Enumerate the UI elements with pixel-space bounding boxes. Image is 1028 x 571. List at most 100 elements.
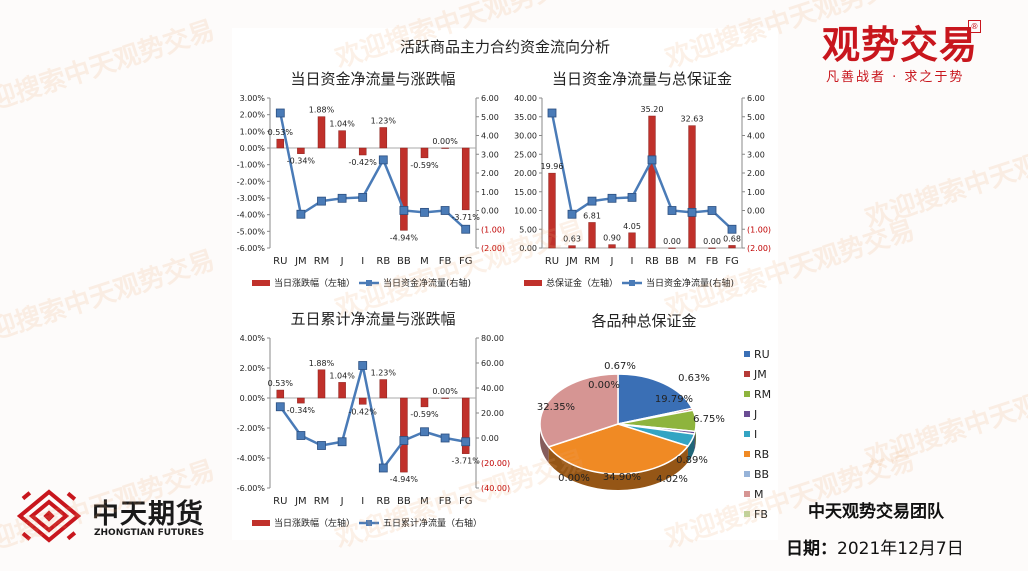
line-point-I	[358, 192, 368, 202]
left-tick-label: 20.00	[514, 169, 537, 178]
chart-title: 五日累计净流量与涨跌幅	[290, 310, 455, 328]
left-tick-label: -2.00%	[237, 424, 266, 433]
right-tick-label: 2.00	[747, 169, 765, 178]
category-label: BB	[397, 496, 411, 507]
line-point-FB	[707, 206, 717, 215]
chart-margin-by-product: 各品种总保证金 19.79% 0.63% 6.75% 0.89% 4.02% 34.90% 0…	[537, 312, 771, 521]
bar-I	[358, 397, 367, 405]
data-label: 1.23%	[371, 117, 397, 126]
right-tick-label: 80.00	[481, 334, 504, 343]
left-tick-label: 2.00%	[240, 364, 266, 373]
pie-side-J	[694, 431, 696, 451]
brand-logo: 观势交易 ® 凡善战者 · 求之于势	[822, 14, 992, 94]
line-point-J	[607, 193, 617, 203]
line-point-JM	[567, 209, 577, 219]
data-label: -0.59%	[410, 161, 439, 170]
brand-slogan: 凡善战者 · 求之于势	[826, 70, 965, 85]
category-label: J	[340, 256, 344, 267]
chart-daily-netflow-margin: 当日资金净流量与总保证金 0.00 5.00 10.00 15.00 20.00 25.00…	[514, 70, 771, 289]
legend-line-marker	[366, 280, 372, 286]
right-tick-label: 60.00	[481, 359, 504, 368]
category-label: JM	[294, 256, 307, 267]
line-point-BB	[667, 206, 677, 215]
category-label: JM	[565, 256, 578, 267]
line-point-BB	[399, 206, 409, 215]
category-label: FB	[706, 256, 719, 267]
data-label: 0.00%	[432, 387, 458, 396]
line-point-J	[337, 437, 347, 447]
legend-line-label: 当日资金净流量(右轴)	[383, 277, 471, 289]
right-tick-label: 3.00	[747, 150, 765, 159]
right-tick-label: 1.00	[747, 188, 765, 197]
line-point-I	[358, 361, 368, 370]
right-tick-label: (20.00)	[481, 459, 510, 468]
right-tick-label: 20.00	[481, 409, 504, 418]
data-label: 0.90	[603, 234, 621, 243]
legend-bar-swatch	[252, 520, 270, 526]
data-label: 0.53%	[268, 379, 294, 388]
pie-slice-M	[539, 373, 619, 448]
data-label: -4.94%	[390, 475, 419, 484]
left-tick-label: 3.00%	[240, 94, 266, 103]
category-label: I	[361, 496, 364, 507]
right-tick-label: 0.00	[481, 434, 499, 443]
pie-label: 32.35%	[537, 402, 575, 413]
bar-JM	[568, 245, 576, 249]
bar-JM	[297, 147, 305, 154]
line-point-RU	[275, 108, 285, 118]
data-label: -0.59%	[410, 410, 439, 419]
bar-RU	[276, 138, 285, 149]
chart-title: 当日资金净流量与涨跌幅	[290, 70, 455, 88]
bar-RU	[276, 389, 285, 399]
left-tick-label: 5.00	[519, 225, 537, 234]
legend-label: RU	[754, 348, 770, 361]
right-tick-label: 3.00	[481, 150, 499, 159]
category-label: I	[631, 256, 634, 267]
data-label: 4.05	[623, 222, 641, 231]
right-tick-label: 2.00	[481, 169, 499, 178]
bar-RM	[317, 116, 326, 149]
bar-BB	[668, 247, 676, 249]
category-label: RM	[584, 256, 600, 267]
legend-bar-swatch	[252, 280, 270, 286]
data-label: 6.81	[583, 211, 601, 220]
line-point-RB	[647, 155, 657, 165]
line-point-JM	[296, 209, 306, 219]
category-label: RB	[645, 256, 659, 267]
data-label: 0.00%	[432, 137, 458, 146]
legend-label: M	[754, 488, 764, 501]
pie-label: 6.75%	[693, 414, 725, 425]
legend-label: JM	[753, 368, 767, 381]
data-label: 19.96	[541, 162, 564, 171]
right-tick-label: (2.00)	[481, 244, 505, 253]
legend-label: BB	[754, 468, 769, 481]
bar-I	[358, 147, 367, 156]
chart-title: 当日资金净流量与总保证金	[552, 70, 732, 88]
category-label: RU	[545, 256, 559, 267]
left-tick-label: 40.00	[514, 94, 537, 103]
bar-JM	[297, 397, 305, 404]
bar-J	[338, 130, 346, 149]
data-label: 1.88%	[309, 359, 335, 368]
category-label: M	[420, 496, 429, 507]
pie-extra-label: 0.67%	[604, 361, 636, 372]
category-label: FG	[459, 256, 473, 267]
chart-daily-netflow-change: 当日资金净流量与涨跌幅 -6.00% -5.00% -4.00% -3.00% -2.00…	[237, 70, 505, 289]
legend-line-marker	[366, 520, 372, 526]
data-label: -0.34%	[287, 406, 316, 415]
date-value: 2021年12月7日	[837, 539, 964, 559]
data-label: -0.34%	[287, 157, 316, 166]
pie-label: 0.00%	[558, 473, 590, 484]
line-point-FB	[440, 433, 450, 443]
left-tick-label: 15.00	[514, 188, 537, 197]
bar-FB	[708, 247, 716, 249]
right-tick-label: 4.00	[481, 132, 499, 141]
right-tick-label: (1.00)	[481, 225, 505, 234]
series-line	[550, 112, 733, 231]
category-label: BB	[665, 256, 679, 267]
bar-RU	[548, 172, 556, 249]
registered-mark: ®	[968, 20, 981, 33]
data-label: 1.04%	[329, 371, 355, 380]
line-point-I	[627, 192, 637, 202]
bar-RM	[317, 369, 326, 399]
